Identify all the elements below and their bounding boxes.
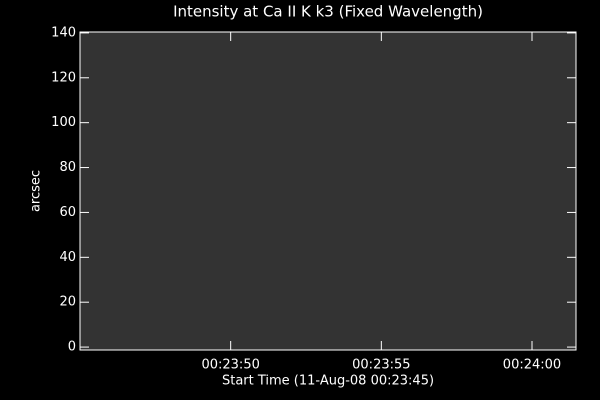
y-tick-label: 100	[51, 115, 76, 130]
x-tick-label: 00:24:00	[503, 358, 561, 373]
y-tick-label: 120	[51, 70, 76, 85]
y-tick-label: 140	[51, 25, 76, 40]
y-tick-label: 80	[59, 160, 76, 175]
y-tick-label: 60	[59, 205, 76, 220]
x-tick-label: 00:23:55	[352, 358, 410, 373]
image-field	[80, 32, 576, 350]
x-tick-label: 00:23:50	[201, 358, 259, 373]
x-axis-label: Start Time (11-Aug-08 00:23:45)	[222, 374, 434, 389]
y-tick-label: 0	[68, 340, 76, 355]
y-axis-label: arcsec	[29, 170, 44, 212]
y-tick-label: 40	[59, 250, 76, 265]
y-tick-label: 20	[59, 295, 76, 310]
plot-frame	[79, 31, 577, 351]
chart-title: Intensity at Ca II K k3 (Fixed Wavelengt…	[173, 3, 483, 21]
